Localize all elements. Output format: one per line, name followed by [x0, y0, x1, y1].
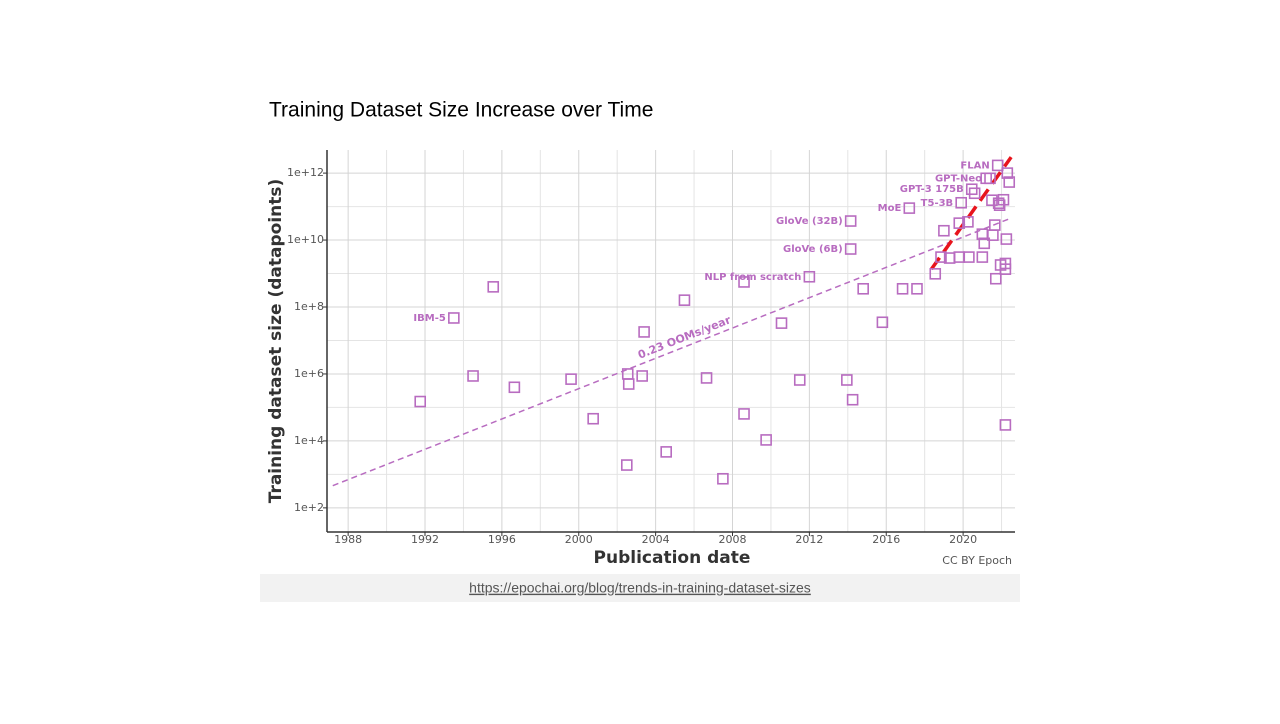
point [844, 243, 857, 255]
trend-line [929, 156, 1013, 271]
point [857, 282, 869, 295]
point-label: GloVe (32B) [776, 216, 843, 227]
x-axis-label: Publication date [594, 548, 751, 568]
point [938, 224, 950, 237]
point [803, 270, 816, 283]
point-label: NLP from scratch [704, 272, 801, 283]
y-tick-label: 1e+6 [294, 367, 324, 380]
point [989, 219, 1001, 231]
point [660, 446, 672, 458]
point [775, 317, 788, 329]
y-tick-label: 1e+8 [294, 300, 324, 313]
point [999, 263, 1012, 275]
point-label: GPT-Neo [935, 173, 982, 184]
point [965, 183, 978, 196]
point [993, 199, 1006, 211]
point [896, 282, 909, 295]
point [844, 215, 857, 227]
point [760, 434, 772, 446]
x-tick-label: 2016 [872, 533, 900, 546]
y-tick-label: 1e+4 [294, 434, 324, 447]
point [793, 374, 806, 386]
x-tick-label: 2008 [718, 533, 746, 546]
x-tick-label: 1992 [411, 533, 439, 546]
point [999, 419, 1012, 431]
x-tick-label: 2000 [565, 533, 593, 546]
point [508, 381, 521, 394]
point [636, 370, 648, 382]
point [953, 217, 966, 229]
point [717, 472, 729, 485]
point [935, 251, 947, 263]
point [978, 237, 991, 250]
point [841, 374, 853, 386]
point [955, 196, 967, 209]
point-label: GloVe (6B) [783, 244, 843, 255]
point [738, 276, 750, 288]
point [565, 373, 577, 385]
point [467, 370, 479, 382]
point [929, 268, 942, 280]
y-tick-label: 1e+12 [287, 166, 324, 179]
point-label: FLAN [960, 160, 989, 171]
credit: CC BY Epoch [942, 554, 1012, 567]
y-tick-label: 1e+10 [287, 233, 324, 246]
point [622, 378, 635, 390]
point [963, 251, 975, 263]
y-tick-label: 1e+2 [294, 501, 324, 514]
point [846, 393, 859, 406]
x-tick-label: 1996 [488, 533, 516, 546]
trend-label: 0.23 OOMs/year [636, 313, 733, 362]
point [911, 282, 923, 295]
point [962, 216, 974, 228]
slide-title: Training Dataset Size Increase over Time [269, 99, 653, 122]
caption-bar [260, 574, 1020, 602]
point [991, 159, 1004, 172]
point [620, 459, 633, 471]
point [1000, 233, 1013, 245]
point [700, 372, 713, 384]
point [903, 202, 916, 214]
point [976, 251, 989, 263]
point [448, 312, 460, 324]
point-label: IBM-5 [413, 313, 445, 324]
point [989, 272, 1002, 285]
point [1001, 167, 1014, 179]
point [968, 187, 981, 200]
x-tick-label: 2004 [642, 533, 670, 546]
point [414, 395, 427, 408]
x-tick-label: 1988 [334, 533, 362, 546]
point-label: MoE [878, 203, 902, 214]
point [638, 326, 650, 338]
source-link[interactable]: https://epochai.org/blog/trends-in-train… [469, 580, 811, 596]
point-label: T5-3B [921, 198, 954, 209]
point [980, 172, 992, 185]
x-tick-label: 2020 [949, 533, 977, 546]
point [487, 281, 500, 293]
point [738, 408, 750, 420]
trend-line [332, 218, 1010, 487]
point [678, 294, 691, 306]
y-axis-label: Training dataset size (datapoints) [266, 179, 286, 504]
point-label: GPT-3 175B [900, 184, 964, 195]
point [587, 412, 599, 425]
x-tick-label: 2012 [795, 533, 823, 546]
point [1003, 176, 1016, 188]
point [876, 316, 889, 329]
